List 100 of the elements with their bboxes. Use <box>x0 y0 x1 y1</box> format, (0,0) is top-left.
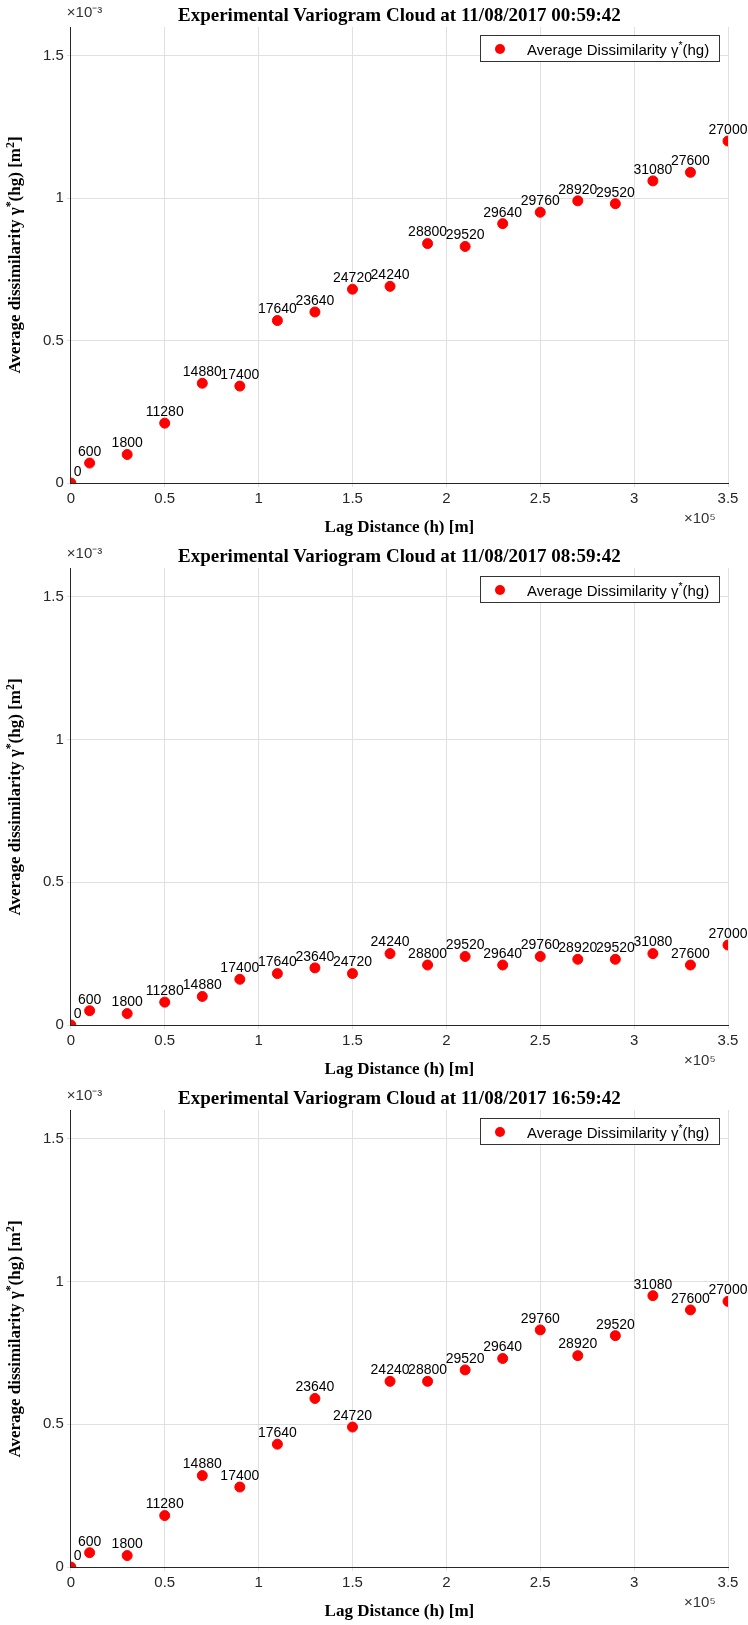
annotation: 27000 <box>708 1281 748 1298</box>
point <box>422 1375 434 1387</box>
x-tick-label: 2.5 <box>529 1031 551 1049</box>
point <box>647 175 659 187</box>
legend-label: Average Dissimilarity γ$^{*}$(hg) <box>527 580 710 599</box>
point <box>234 1481 246 1493</box>
legend-label: Average Dissimilarity γ$^{*}$(hg) <box>527 39 710 58</box>
x-tick-label: 1 <box>254 1031 263 1049</box>
point <box>84 1005 96 1017</box>
annotation: 17400 <box>220 1466 260 1483</box>
annotation: 600 <box>77 990 102 1007</box>
point <box>196 377 208 389</box>
x-tick-label: 3.5 <box>717 1573 739 1591</box>
x-tick-label: 1 <box>254 1573 263 1591</box>
point <box>647 948 659 960</box>
annotation: 11280 <box>145 403 184 420</box>
y-tick-label: 0 <box>55 1557 64 1575</box>
annotation: 17640 <box>257 1424 298 1441</box>
point <box>196 990 208 1002</box>
x-axis-title: Lag Distance (h) [m] <box>324 517 475 537</box>
point <box>609 1330 621 1342</box>
annotation: 27600 <box>670 944 711 961</box>
x-tick-label: 1.5 <box>342 1573 363 1591</box>
y-tick-label: 1.5 <box>42 1128 64 1146</box>
x-tick-label: 2.5 <box>529 1573 551 1591</box>
annotation: 23640 <box>295 291 335 308</box>
y-tick-label: 0.5 <box>42 872 64 890</box>
point <box>609 953 621 965</box>
annotation: 23640 <box>295 947 335 964</box>
annotation: 14880 <box>182 363 222 380</box>
annotation: 28920 <box>558 939 598 956</box>
point <box>459 1364 471 1376</box>
point <box>684 1304 696 1316</box>
annotation: 600 <box>77 442 102 459</box>
point <box>271 315 283 327</box>
annotation: 14880 <box>182 1455 222 1472</box>
y-tick-label: 0.5 <box>42 330 64 348</box>
point <box>384 280 396 292</box>
point <box>159 417 171 429</box>
point <box>459 950 471 962</box>
point <box>84 457 96 469</box>
annotation: 24720 <box>333 953 373 970</box>
x-axis-title: Lag Distance (h) [m] <box>324 1601 475 1621</box>
point <box>159 996 171 1008</box>
point <box>497 959 509 971</box>
y-tick-label: 0.5 <box>42 1414 64 1432</box>
annotation: 24240 <box>370 266 410 283</box>
point <box>234 380 246 392</box>
point <box>84 1547 96 1559</box>
y-tick-label: 1.5 <box>42 586 64 604</box>
point <box>572 195 584 207</box>
x-tick-label: 2 <box>442 1573 451 1591</box>
point <box>684 166 696 178</box>
point <box>384 1375 396 1387</box>
y-tick-label: 0 <box>55 1015 64 1033</box>
point <box>647 1290 659 1302</box>
point <box>309 306 321 318</box>
point <box>384 948 396 960</box>
x-tick-label: 0 <box>66 1573 76 1591</box>
point <box>572 953 584 965</box>
x-tick-label: 2.5 <box>529 489 551 507</box>
point <box>121 1550 133 1562</box>
point <box>309 1392 321 1404</box>
chart-title: Experimental Variogram Cloud at 11/08/2017 08:59:42 <box>178 545 621 567</box>
annotation: 29520 <box>445 226 485 243</box>
annotation: 0 <box>73 1004 82 1021</box>
annotation: 1800 <box>111 993 143 1010</box>
x-tick-label: 0.5 <box>154 489 176 507</box>
annotation: 0 <box>73 1546 82 1563</box>
x-tick-label: 0 <box>66 489 76 507</box>
annotation: 1800 <box>111 434 143 451</box>
point <box>196 1470 208 1482</box>
annotation: 1800 <box>111 1535 143 1552</box>
point <box>609 198 621 210</box>
y-tick-label: 1 <box>55 188 64 206</box>
point <box>684 959 696 971</box>
annotation: 29520 <box>595 1315 636 1332</box>
x-tick-label: 1.5 <box>342 489 363 507</box>
annotation: 17640 <box>257 300 298 317</box>
annotation: 23640 <box>295 1378 335 1395</box>
point <box>572 1350 584 1362</box>
annotation: 17400 <box>220 959 260 976</box>
point <box>121 1008 133 1020</box>
y-tick-label: 0 <box>55 473 64 491</box>
x-tick-label: 0.5 <box>154 1031 176 1049</box>
annotation: 31080 <box>633 933 673 950</box>
point <box>271 1438 283 1450</box>
annotation: 27000 <box>708 924 748 941</box>
annotation: 24240 <box>370 1361 410 1378</box>
annotation: 27000 <box>708 120 748 137</box>
annotation: 29760 <box>520 1309 560 1326</box>
text: ×10⁵ <box>684 1051 716 1068</box>
text: ×10⁻³ <box>66 543 103 562</box>
chart-title: Experimental Variogram Cloud at 11/08/2017 16:59:42 <box>178 1087 621 1109</box>
x-tick-label: 3.5 <box>717 489 739 507</box>
point <box>497 218 509 230</box>
y-tick-label: 1.5 <box>42 45 64 63</box>
point <box>497 1352 509 1364</box>
point <box>459 240 471 252</box>
y-tick-label: 1 <box>55 1271 64 1289</box>
